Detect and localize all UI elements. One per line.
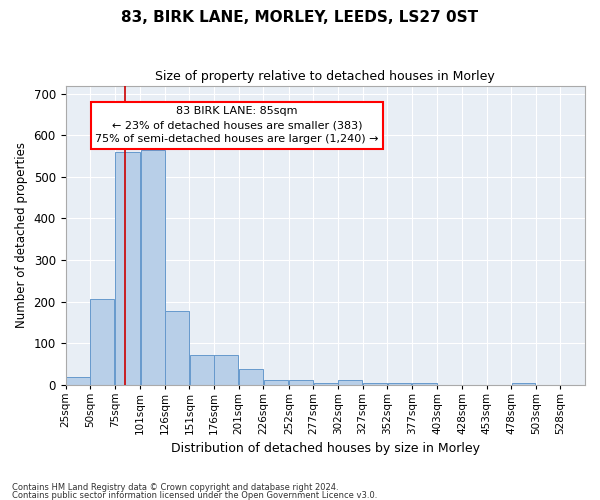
Bar [190,354,214,384]
Bar [314,383,338,384]
Bar [512,383,535,384]
Bar [66,377,90,384]
Title: Size of property relative to detached houses in Morley: Size of property relative to detached ho… [155,70,495,83]
Bar [338,380,362,384]
Bar [91,300,115,384]
Bar [214,354,238,384]
Bar [412,383,437,384]
Bar [289,380,313,384]
Bar [263,380,289,384]
Bar [140,150,164,384]
Bar [388,383,412,384]
Bar [165,310,189,384]
Y-axis label: Number of detached properties: Number of detached properties [15,142,28,328]
Text: Contains HM Land Registry data © Crown copyright and database right 2024.: Contains HM Land Registry data © Crown c… [12,484,338,492]
Bar [239,369,263,384]
Text: 83 BIRK LANE: 85sqm
← 23% of detached houses are smaller (383)
75% of semi-detac: 83 BIRK LANE: 85sqm ← 23% of detached ho… [95,106,379,144]
X-axis label: Distribution of detached houses by size in Morley: Distribution of detached houses by size … [171,442,480,455]
Text: Contains public sector information licensed under the Open Government Licence v3: Contains public sector information licen… [12,490,377,500]
Bar [115,152,140,384]
Bar [363,383,387,384]
Text: 83, BIRK LANE, MORLEY, LEEDS, LS27 0ST: 83, BIRK LANE, MORLEY, LEEDS, LS27 0ST [121,10,479,25]
